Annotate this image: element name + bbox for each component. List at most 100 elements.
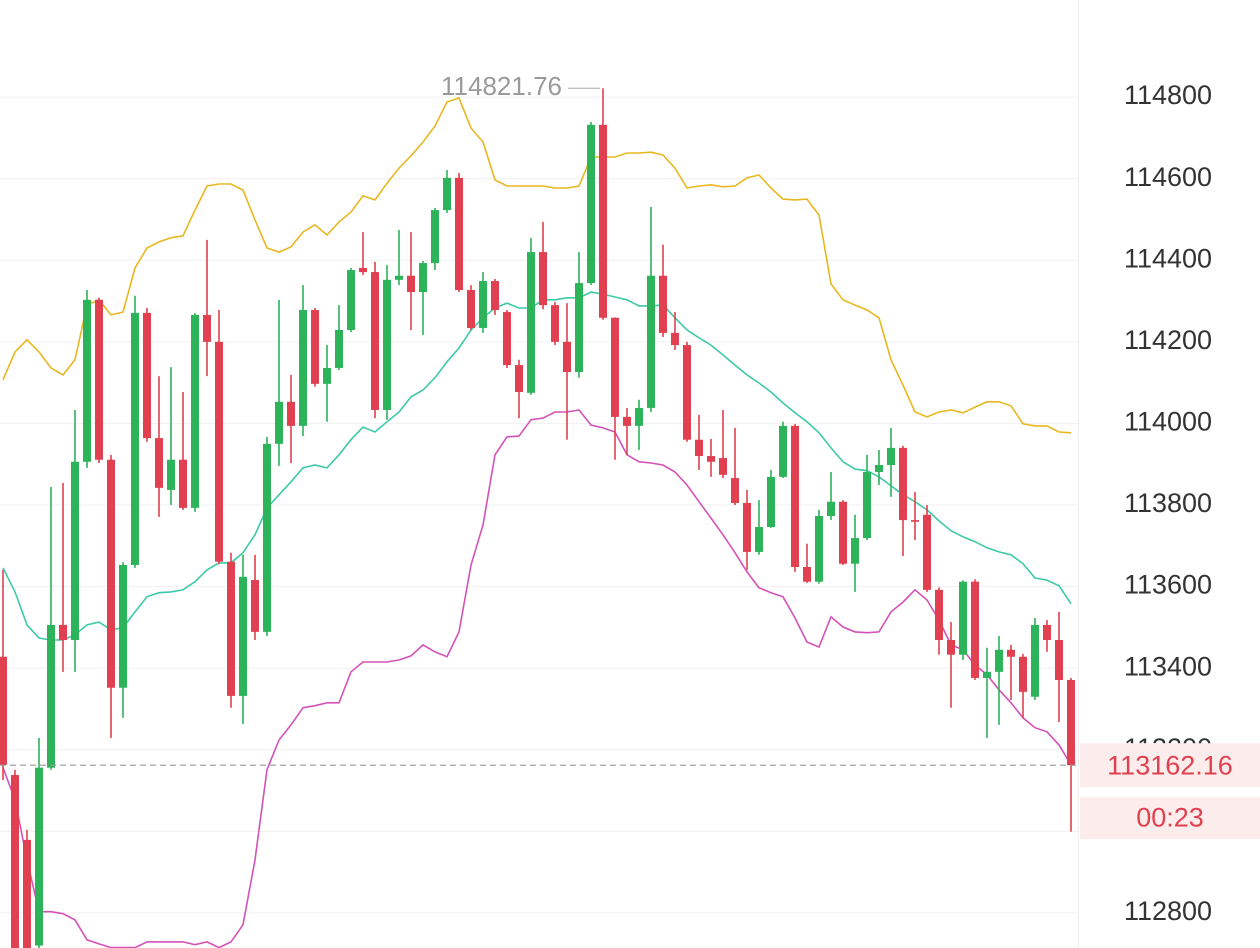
- candle-body: [443, 177, 451, 211]
- y-tick-label: 113600: [1124, 570, 1212, 600]
- countdown-label: 00:23: [1136, 802, 1204, 832]
- y-tick-label: 114600: [1124, 162, 1212, 192]
- candle-body: [515, 365, 523, 393]
- candle-body: [575, 283, 583, 373]
- candle-body: [239, 576, 247, 696]
- candle-body: [803, 567, 811, 582]
- candle-body: [299, 310, 307, 426]
- candle-body: [47, 624, 55, 768]
- candle-body: [779, 425, 787, 477]
- candle-body: [311, 310, 319, 384]
- candle-body: [131, 312, 139, 565]
- candle-body: [887, 447, 895, 466]
- candle-body: [263, 443, 271, 632]
- candle-body: [959, 581, 967, 655]
- candle-body: [179, 459, 187, 508]
- candle-body: [23, 839, 31, 948]
- candle-body: [83, 299, 91, 462]
- candle-body: [11, 775, 19, 948]
- candle-body: [659, 275, 667, 333]
- last-price-label: 113162.16: [1107, 750, 1233, 780]
- candle-body: [755, 527, 763, 552]
- candle-body: [119, 564, 127, 688]
- y-tick-label: 114800: [1124, 80, 1212, 110]
- candle-body: [743, 502, 751, 552]
- high-label: 114821.76: [441, 71, 562, 101]
- candle-body: [587, 124, 595, 284]
- candle-body: [599, 124, 607, 318]
- candle-body: [71, 461, 79, 641]
- candle-body: [1043, 624, 1051, 641]
- y-tick-label: 114200: [1124, 325, 1212, 355]
- candle-body: [875, 465, 883, 472]
- candle-body: [839, 501, 847, 564]
- candle-body: [323, 367, 331, 384]
- candle-body: [995, 649, 1003, 672]
- band-line: [2, 96, 1072, 434]
- candle-body: [275, 401, 283, 444]
- candle-body: [707, 456, 715, 462]
- candle-body: [227, 561, 235, 696]
- candle-body: [491, 281, 499, 311]
- candle-body: [191, 314, 199, 508]
- candle-body: [563, 341, 571, 373]
- candle-body: [419, 263, 427, 293]
- candle-body: [731, 478, 739, 503]
- candle-body: [347, 270, 355, 331]
- candle-body: [791, 425, 799, 568]
- candle-body: [1019, 656, 1027, 692]
- candle-body: [827, 501, 835, 517]
- candle-body: [1055, 640, 1063, 680]
- candle-body: [407, 275, 415, 293]
- candle-body: [1031, 624, 1039, 697]
- candle-body: [863, 471, 871, 539]
- candle-body: [59, 624, 67, 641]
- y-axis: 1128001130001132001134001136001138001140…: [1124, 80, 1212, 926]
- candle-body: [155, 438, 163, 488]
- candle-body: [1007, 649, 1015, 657]
- candle-body: [923, 514, 931, 590]
- y-tick-label: 114000: [1124, 407, 1212, 437]
- candle-body: [1067, 679, 1075, 766]
- candle-body: [95, 299, 103, 460]
- candle-body: [215, 341, 223, 562]
- candle-body: [203, 314, 211, 342]
- candle-body: [947, 640, 955, 655]
- grid: [0, 96, 1078, 914]
- candle-body: [35, 767, 43, 946]
- countdown-box: [1080, 797, 1260, 840]
- candle-body: [359, 268, 367, 273]
- candle-body: [107, 459, 115, 688]
- y-tick-label: 112800: [1124, 896, 1212, 926]
- candle-body: [431, 210, 439, 264]
- plot-area: [0, 88, 1075, 948]
- last-price-box: [1080, 743, 1260, 788]
- band-line: [2, 409, 1072, 948]
- candle-body: [167, 459, 175, 490]
- candle-body: [371, 272, 379, 410]
- band-line: [2, 291, 1072, 641]
- candle-body: [623, 416, 631, 426]
- candle-body: [935, 589, 943, 641]
- candle-body: [815, 516, 823, 582]
- candle-body: [143, 312, 151, 439]
- candle-body: [611, 317, 619, 417]
- candle-body: [0, 656, 7, 765]
- candle-body: [647, 275, 655, 408]
- candle-body: [899, 447, 907, 521]
- candle-body: [767, 476, 775, 528]
- candle-body: [551, 305, 559, 342]
- candle-body: [335, 330, 343, 368]
- y-tick-label: 114400: [1124, 243, 1212, 273]
- candle-body: [479, 281, 487, 328]
- candle-body: [455, 177, 463, 291]
- candle-body: [539, 252, 547, 306]
- candle-body: [527, 252, 535, 393]
- candle-body: [971, 581, 979, 678]
- candle-body: [851, 538, 859, 564]
- candle-body: [983, 671, 991, 678]
- candle-body: [251, 580, 259, 632]
- y-tick-label: 113800: [1124, 488, 1212, 518]
